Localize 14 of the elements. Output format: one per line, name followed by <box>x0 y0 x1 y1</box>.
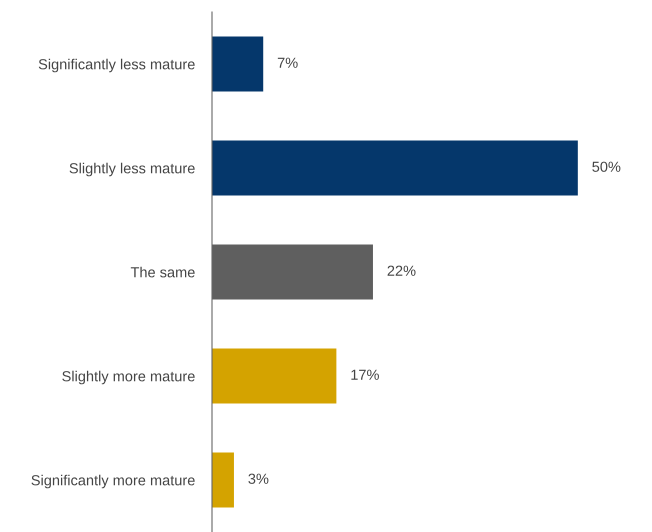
y-tick-label: Significantly more mature <box>31 474 195 488</box>
bar <box>212 348 336 404</box>
y-tick-label: Slightly less mature <box>70 162 195 176</box>
data-label: 22% <box>388 266 416 276</box>
bar <box>212 140 578 196</box>
data-label: 17% <box>351 370 379 380</box>
bar <box>212 452 234 508</box>
data-label: 3% <box>248 474 268 484</box>
data-label: 50% <box>592 162 620 172</box>
y-tick-label: Slightly more mature <box>62 370 195 384</box>
y-tick-label: The same <box>130 266 195 278</box>
y-tick-label: Significantly less mature <box>38 58 195 72</box>
data-label: 7% <box>278 58 298 68</box>
bar <box>212 36 264 92</box>
